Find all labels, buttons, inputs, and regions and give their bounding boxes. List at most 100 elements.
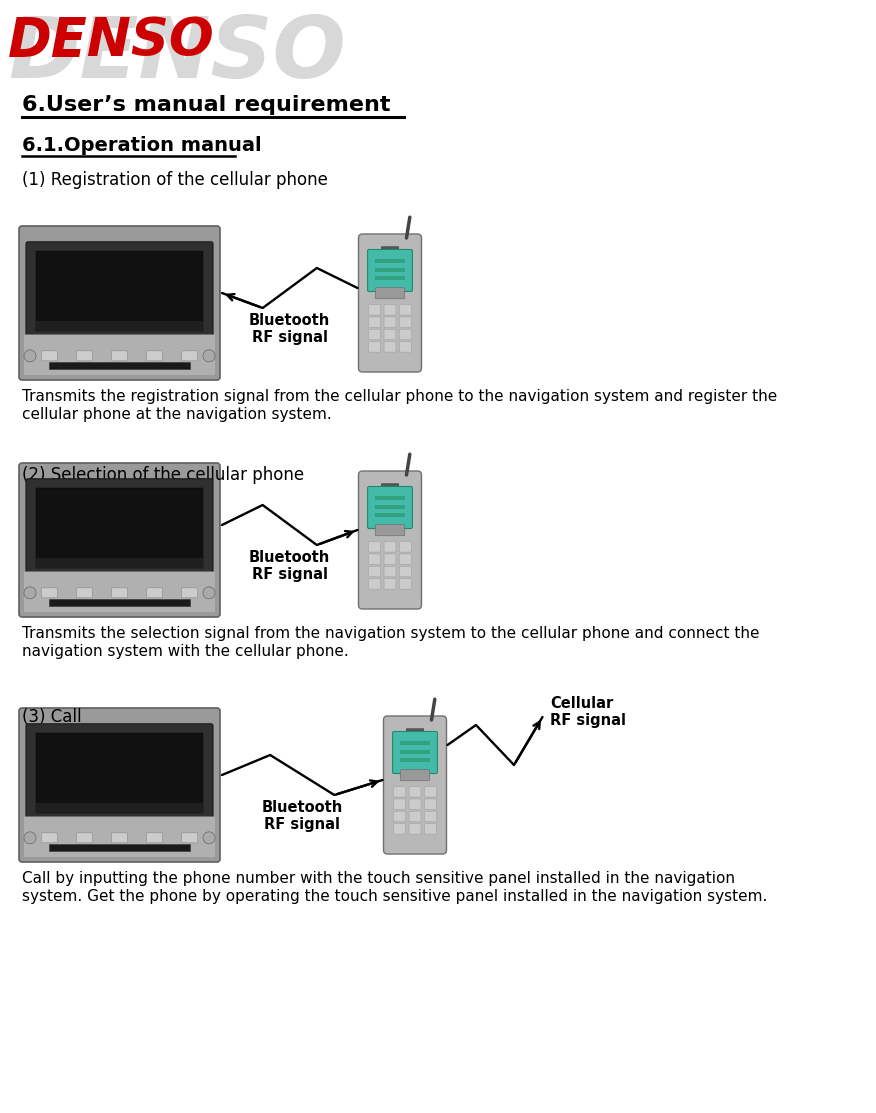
FancyBboxPatch shape — [111, 833, 128, 843]
Bar — [375, 259, 406, 263]
FancyBboxPatch shape — [369, 342, 380, 352]
Text: cellular phone at the navigation system.: cellular phone at the navigation system. — [22, 407, 332, 422]
FancyBboxPatch shape — [409, 787, 421, 797]
FancyBboxPatch shape — [368, 486, 413, 529]
FancyBboxPatch shape — [26, 723, 213, 819]
FancyBboxPatch shape — [76, 588, 92, 598]
Circle shape — [203, 587, 215, 599]
FancyBboxPatch shape — [146, 351, 163, 361]
FancyBboxPatch shape — [19, 708, 220, 861]
FancyBboxPatch shape — [41, 588, 57, 598]
FancyBboxPatch shape — [384, 329, 396, 339]
Circle shape — [24, 831, 36, 844]
FancyBboxPatch shape — [19, 463, 220, 617]
FancyBboxPatch shape — [369, 317, 380, 327]
Bar — [36, 802, 203, 812]
FancyBboxPatch shape — [399, 542, 412, 552]
FancyBboxPatch shape — [369, 579, 380, 589]
Text: DENSO: DENSO — [8, 14, 215, 67]
FancyBboxPatch shape — [111, 351, 128, 361]
FancyBboxPatch shape — [41, 833, 57, 843]
FancyBboxPatch shape — [409, 824, 421, 834]
FancyBboxPatch shape — [41, 351, 57, 361]
FancyBboxPatch shape — [425, 799, 436, 809]
FancyBboxPatch shape — [384, 542, 396, 552]
Text: Transmits the selection signal from the navigation system to the cellular phone : Transmits the selection signal from the … — [22, 626, 759, 641]
FancyBboxPatch shape — [384, 342, 396, 352]
FancyBboxPatch shape — [393, 787, 406, 797]
FancyBboxPatch shape — [406, 729, 424, 733]
FancyBboxPatch shape — [375, 524, 405, 535]
Bar — [399, 750, 430, 754]
FancyBboxPatch shape — [384, 567, 396, 577]
Text: Bluetooth
RF signal: Bluetooth RF signal — [249, 313, 330, 345]
FancyBboxPatch shape — [24, 335, 215, 375]
FancyBboxPatch shape — [381, 247, 399, 252]
FancyBboxPatch shape — [26, 479, 213, 574]
Bar — [375, 268, 406, 272]
FancyBboxPatch shape — [399, 342, 412, 352]
FancyBboxPatch shape — [24, 571, 215, 612]
FancyBboxPatch shape — [381, 484, 399, 489]
FancyBboxPatch shape — [181, 588, 198, 598]
FancyBboxPatch shape — [384, 579, 396, 589]
FancyBboxPatch shape — [425, 811, 436, 821]
Bar — [375, 513, 406, 518]
Bar — [36, 250, 203, 331]
FancyBboxPatch shape — [369, 329, 380, 339]
Bar — [375, 505, 406, 509]
FancyBboxPatch shape — [369, 305, 380, 315]
FancyBboxPatch shape — [409, 799, 421, 809]
FancyBboxPatch shape — [369, 567, 380, 577]
Bar — [49, 844, 190, 851]
Bar — [36, 732, 203, 812]
FancyBboxPatch shape — [425, 787, 436, 797]
FancyBboxPatch shape — [26, 242, 213, 337]
Text: Call by inputting the phone number with the touch sensitive panel installed in t: Call by inputting the phone number with … — [22, 871, 735, 886]
FancyBboxPatch shape — [399, 579, 412, 589]
Circle shape — [24, 349, 36, 362]
FancyBboxPatch shape — [369, 554, 380, 564]
FancyBboxPatch shape — [393, 799, 406, 809]
Text: system. Get the phone by operating the touch sensitive panel installed in the na: system. Get the phone by operating the t… — [22, 889, 767, 904]
Bar — [36, 321, 203, 331]
FancyBboxPatch shape — [384, 716, 447, 854]
Text: Cellular
RF signal: Cellular RF signal — [550, 696, 626, 728]
Text: (3) Call: (3) Call — [22, 708, 81, 726]
FancyBboxPatch shape — [358, 471, 421, 609]
FancyBboxPatch shape — [399, 567, 412, 577]
FancyBboxPatch shape — [399, 317, 412, 327]
FancyBboxPatch shape — [76, 351, 92, 361]
Text: 6.User’s manual requirement: 6.User’s manual requirement — [22, 95, 391, 115]
FancyBboxPatch shape — [399, 305, 412, 315]
Text: Bluetooth
RF signal: Bluetooth RF signal — [249, 550, 330, 582]
Bar — [49, 362, 190, 370]
FancyBboxPatch shape — [399, 329, 412, 339]
FancyBboxPatch shape — [384, 554, 396, 564]
FancyBboxPatch shape — [24, 817, 215, 857]
FancyBboxPatch shape — [392, 731, 437, 774]
Text: (1) Registration of the cellular phone: (1) Registration of the cellular phone — [22, 171, 328, 189]
FancyBboxPatch shape — [369, 542, 380, 552]
Text: (2) Selection of the cellular phone: (2) Selection of the cellular phone — [22, 466, 304, 484]
Circle shape — [203, 831, 215, 844]
FancyBboxPatch shape — [358, 234, 421, 372]
Circle shape — [203, 349, 215, 362]
FancyBboxPatch shape — [425, 824, 436, 834]
Bar — [375, 276, 406, 280]
FancyBboxPatch shape — [181, 833, 198, 843]
FancyBboxPatch shape — [384, 317, 396, 327]
Bar — [36, 487, 203, 568]
FancyBboxPatch shape — [384, 305, 396, 315]
Circle shape — [24, 587, 36, 599]
FancyBboxPatch shape — [400, 770, 430, 781]
Text: DENSO: DENSO — [8, 13, 346, 96]
Text: 6.1.Operation manual: 6.1.Operation manual — [22, 136, 262, 155]
FancyBboxPatch shape — [375, 287, 405, 298]
FancyBboxPatch shape — [393, 811, 406, 821]
FancyBboxPatch shape — [19, 226, 220, 380]
FancyBboxPatch shape — [146, 833, 163, 843]
Bar — [36, 558, 203, 568]
Bar — [49, 599, 190, 605]
FancyBboxPatch shape — [181, 351, 198, 361]
